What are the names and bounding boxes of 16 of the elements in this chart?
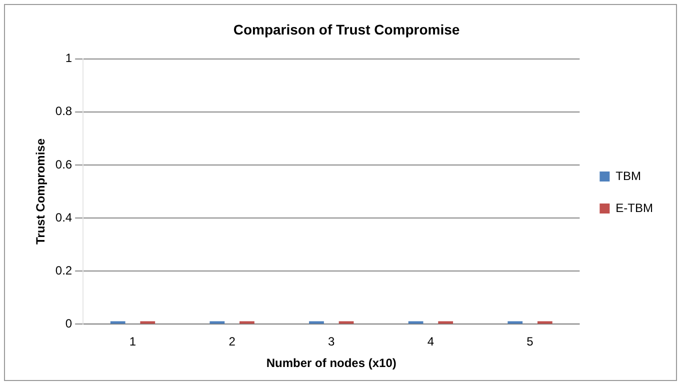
- x-tick-label: 3: [328, 334, 336, 349]
- y-tick-label: 0: [65, 316, 72, 331]
- x-tick-label: 1: [129, 334, 136, 349]
- y-tick-label: 1: [65, 51, 72, 66]
- y-axis-title: Trust Compromise: [34, 138, 48, 245]
- chart-title: Comparison of Trust Compromise: [233, 21, 460, 38]
- x-tick-label: 2: [228, 334, 236, 349]
- y-tick-label: 0.2: [55, 263, 72, 278]
- y-tick-label: 0.6: [55, 157, 72, 172]
- y-tick-label: 0.4: [55, 210, 72, 224]
- legend-label: TBM: [616, 168, 642, 183]
- legend-label: E-TBM: [616, 200, 654, 215]
- x-tick-label: 4: [427, 334, 434, 349]
- x-tick-label: 5: [526, 334, 534, 349]
- x-axis-title: Number of nodes (x10): [266, 356, 396, 370]
- y-tick-label: 0.8: [55, 104, 72, 118]
